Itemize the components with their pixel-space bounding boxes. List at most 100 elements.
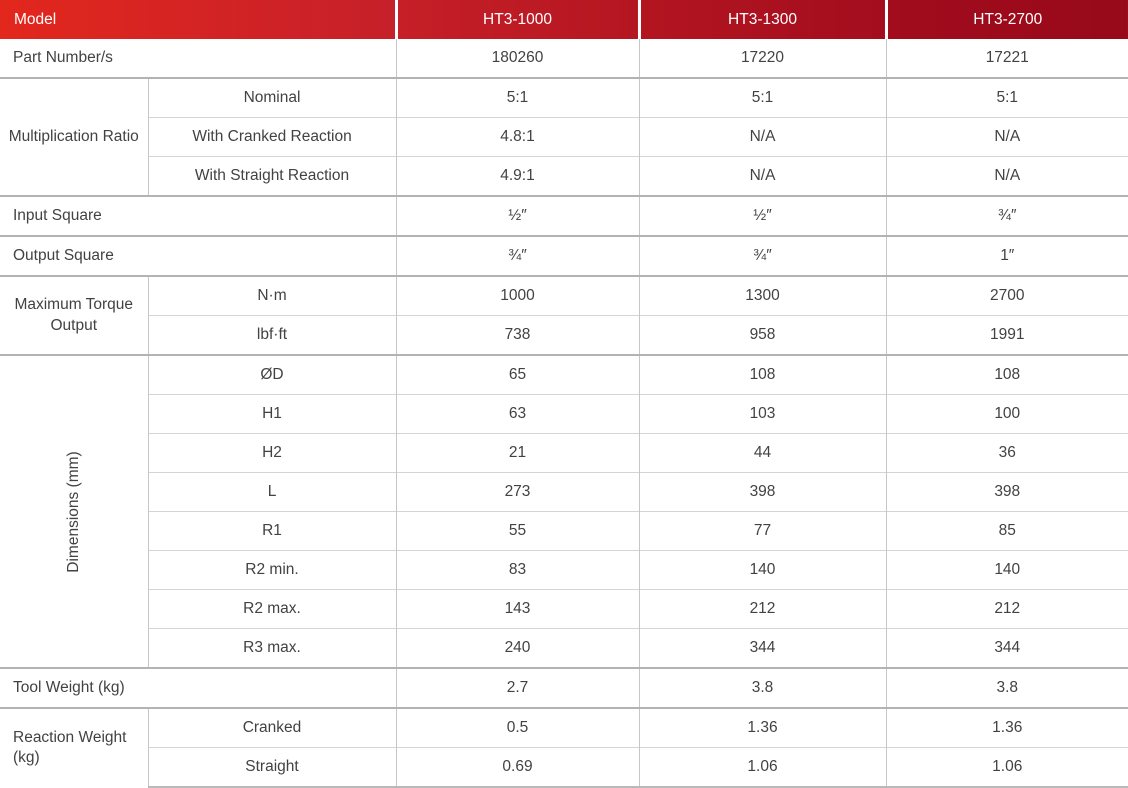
sub-label: H1 [147,394,396,434]
value-cell: 1000 [395,275,639,316]
sub-label: R2 min. [147,550,396,590]
value-cell: N/A [638,156,886,196]
row-dim-r1: R1 55 77 85 [0,511,1128,551]
dimensions-vertical-text: Dimensions (mm) [64,450,82,573]
max-torque-group-label: Maximum Torque Output [0,275,148,355]
value-cell: ½″ [395,195,639,236]
row-dim-r3max: R3 max. 240 344 344 [0,628,1128,668]
value-cell: 212 [885,589,1128,629]
value-cell: 83 [395,550,639,590]
value-cell: 398 [885,472,1128,512]
value-cell: 1991 [885,315,1128,355]
row-input-square: Input Square ½″ ½″ ¾″ [0,195,1128,236]
header-model-cell: Model [0,0,396,39]
value-cell: 2.7 [395,667,639,708]
value-cell: 63 [395,394,639,434]
value-cell: 103 [638,394,886,434]
value-cell: 108 [638,354,886,395]
multiplication-ratio-group-label: Multiplication Ratio [0,77,148,196]
value-cell: 100 [885,394,1128,434]
row-ratio-cranked: With Cranked Reaction 4.8:1 N/A N/A [0,117,1128,157]
value-cell: 55 [395,511,639,551]
reaction-weight-group-label: Reaction Weight (kg) [0,707,148,787]
value-cell: 17220 [638,39,886,78]
value-cell: 85 [885,511,1128,551]
output-square-label: Output Square [0,235,396,276]
value-cell: N/A [638,117,886,157]
value-cell: 5:1 [885,77,1128,118]
input-square-label: Input Square [0,195,396,236]
row-reaction-straight: Straight 0.69 1.06 1.06 [0,747,1128,788]
value-cell: 3.8 [885,667,1128,708]
value-cell: 65 [395,354,639,395]
value-cell: ¾″ [638,235,886,276]
sub-label: H2 [147,433,396,473]
value-cell: 0.5 [395,707,639,748]
row-dim-h2: H2 21 44 36 [0,433,1128,473]
sub-label: R1 [147,511,396,551]
value-cell: 5:1 [638,77,886,118]
value-cell: 0.69 [395,747,639,788]
value-cell: 398 [638,472,886,512]
value-cell: 140 [638,550,886,590]
value-cell: 21 [395,433,639,473]
value-cell: 140 [885,550,1128,590]
value-cell: 1.36 [638,707,886,748]
value-cell: 1300 [638,275,886,316]
value-cell: 1″ [885,235,1128,276]
header-col-ht3-2700: HT3-2700 [884,0,1128,39]
row-reaction-cranked: Reaction Weight (kg) Cranked 0.5 1.36 1.… [0,707,1128,787]
value-cell: 738 [395,315,639,355]
header-col-ht3-1000: HT3-1000 [394,0,639,39]
sub-label: ØD [147,354,396,395]
sub-label: With Cranked Reaction [147,117,396,157]
row-dim-h1: H1 63 103 100 [0,394,1128,434]
row-dim-l: L 273 398 398 [0,472,1128,512]
row-ratio-straight: With Straight Reaction 4.9:1 N/A N/A [0,156,1128,196]
sub-label: lbf·ft [147,315,396,355]
row-tool-weight: Tool Weight (kg) 2.7 3.8 3.8 [0,667,1128,708]
row-dim-r2max: R2 max. 143 212 212 [0,589,1128,629]
value-cell: 1.36 [885,707,1128,748]
value-cell: N/A [885,156,1128,196]
row-output-square: Output Square ¾″ ¾″ 1″ [0,235,1128,276]
value-cell: ½″ [638,195,886,236]
value-cell: 344 [885,628,1128,668]
value-cell: ¾″ [395,235,639,276]
value-cell: ¾″ [885,195,1128,236]
row-part-number: Part Number/s 180260 17220 17221 [0,39,1128,78]
value-cell: 17221 [885,39,1128,78]
value-cell: 2700 [885,275,1128,316]
sub-label: L [147,472,396,512]
tool-weight-label: Tool Weight (kg) [0,667,396,708]
value-cell: 180260 [395,39,639,78]
sub-label: Cranked [147,707,396,748]
value-cell: 1.06 [638,747,886,788]
sub-label: With Straight Reaction [147,156,396,196]
value-cell: N/A [885,117,1128,157]
value-cell: 5:1 [395,77,639,118]
value-cell: 4.9:1 [395,156,639,196]
value-cell: 240 [395,628,639,668]
sub-label: R2 max. [147,589,396,629]
header-row: Model HT3-1000 HT3-1300 HT3-2700 [0,0,1128,39]
row-dim-od: Dimensions (mm) ØD 65 108 108 [0,354,1128,668]
value-cell: 36 [885,433,1128,473]
row-torque-lbfft: lbf·ft 738 958 1991 [0,315,1128,355]
dimensions-group-label: Dimensions (mm) [0,354,148,668]
value-cell: 108 [885,354,1128,395]
value-cell: 4.8:1 [395,117,639,157]
value-cell: 1.06 [885,747,1128,788]
sub-label: Nominal [147,77,396,118]
value-cell: 958 [638,315,886,355]
sub-label: N·m [147,275,396,316]
header-col-ht3-1300: HT3-1300 [637,0,886,39]
row-torque-nm: Maximum Torque Output N·m 1000 1300 2700 [0,275,1128,355]
sub-label: R3 max. [147,628,396,668]
value-cell: 77 [638,511,886,551]
value-cell: 344 [638,628,886,668]
sub-label: Straight [147,747,396,788]
row-dim-r2min: R2 min. 83 140 140 [0,550,1128,590]
part-number-label: Part Number/s [13,49,113,66]
